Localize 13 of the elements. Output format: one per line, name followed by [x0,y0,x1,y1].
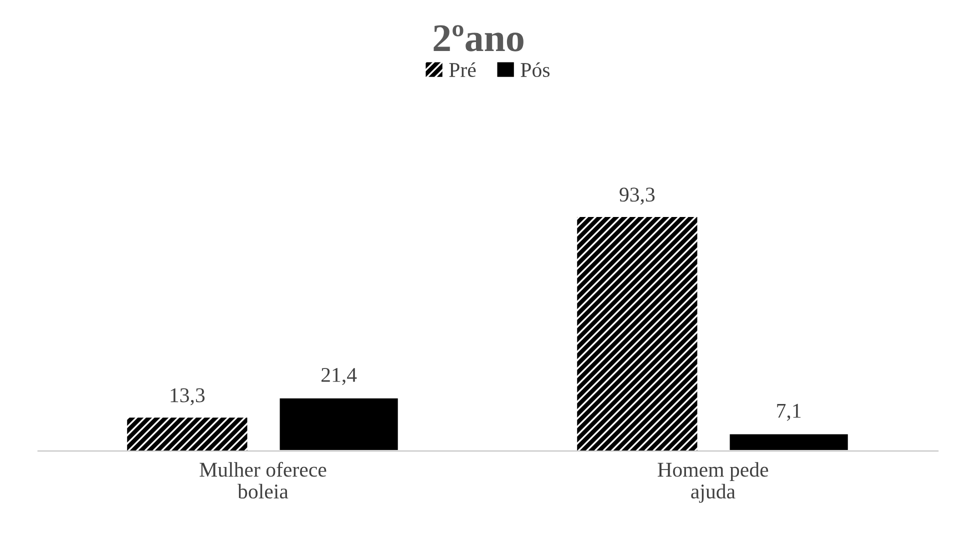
data-label: 13,3 [170,388,205,406]
chart-title: 2ºano [434,25,524,52]
bar [278,396,400,451]
legend-label: Pré [449,62,476,78]
bar [577,217,698,451]
bar [728,432,850,451]
data-label: 7,1 [777,404,801,421]
legend-label: Pós [520,62,550,78]
data-label: 93,3 [620,188,655,205]
x-tick-label: Homem pede ajuda [658,462,768,503]
bar [127,418,248,451]
x-tick-label: Mulher oferece boleia [200,462,326,499]
data-label: 21,4 [322,368,357,385]
